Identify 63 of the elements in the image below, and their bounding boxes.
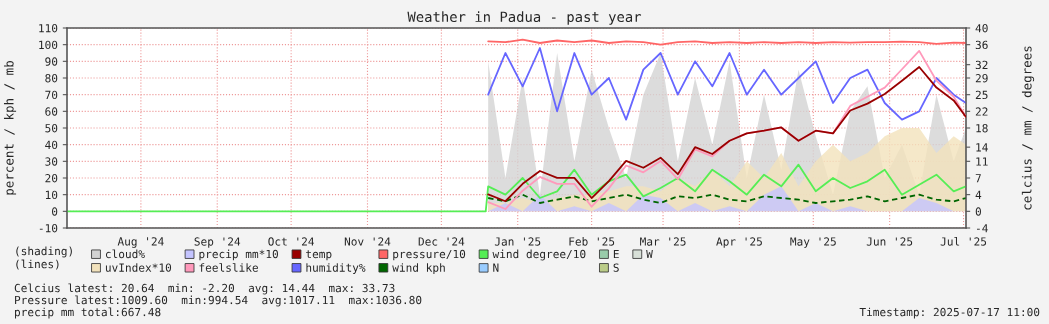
x-tick-label: Jan '25 [494, 237, 541, 246]
y2-tick-label: 18 [976, 124, 988, 133]
x-tick-label: Nov '24 [344, 237, 391, 246]
legend-label: N [493, 263, 499, 272]
y2-tick-label: 36 [975, 40, 988, 50]
x-tick-label: Jul '25 [940, 237, 987, 246]
y-tick-label: 10 [45, 190, 58, 200]
legend-label: cloud% [105, 249, 145, 259]
text: (lines) [16, 259, 59, 270]
x-tick-label: Feb '25 [569, 237, 615, 246]
text: (shading) [16, 246, 72, 258]
y2-tick-label: 4 [975, 190, 982, 199]
y-axis-title: percent / kph / mb [3, 61, 17, 195]
text: Pressure latest:1009.60 min:994.54 avg:1017.11 max:1036.80 [15, 295, 422, 307]
x-tick-label: Jun '25 [866, 237, 913, 246]
y2-tick-label: 11 [976, 157, 988, 166]
legend-label: precip mm*10 [199, 249, 278, 261]
x-tick-label: Aug '24 [117, 237, 164, 248]
y-tick-label: 40 [45, 140, 58, 150]
y-tick-label: 110 [39, 24, 58, 33]
y2-tick-label: 0 [975, 207, 981, 216]
legend-label: humidity% [306, 263, 366, 274]
legend-label: pressure/10 [393, 249, 466, 261]
x-tick-label: Mar '25 [640, 237, 686, 246]
y2-tick-label: 7 [975, 174, 981, 183]
y-tick-label: 100 [39, 40, 58, 50]
legend-label: S [613, 263, 619, 272]
x-tick-label: Apr '25 [716, 237, 762, 248]
y2-tick-label: 29 [975, 74, 988, 83]
line-series [487, 193, 966, 204]
x-tick-label: May '25 [790, 237, 836, 248]
legend-label: E [613, 249, 619, 259]
legend-label: wind degree/10 [492, 249, 586, 261]
y-tick-label: 80 [45, 74, 58, 83]
y2-tick-label: 40 [975, 24, 988, 33]
y2-axis-title: celcius / mm / degrees [1021, 46, 1035, 210]
legend-label: wind kph [392, 263, 445, 274]
text: Timestamp: 2025-07-17 11:00 [859, 307, 1040, 319]
y2-tick-label: -4 [976, 224, 988, 233]
x-tick-label: Dec '24 [418, 237, 465, 246]
legend-label: feelslike [199, 263, 258, 272]
y2-tick-label: 32 [975, 60, 988, 70]
x-tick-label: Sep '24 [194, 237, 241, 248]
y2-tick-label: 22 [975, 107, 988, 116]
line-series [67, 163, 966, 213]
y-tick-label: 60 [45, 107, 58, 116]
y-tick-label: 0 [52, 207, 58, 216]
text: Celcius latest: 20.64 min: -2.20 avg: 14.44 max: 33.73 [14, 283, 395, 295]
y-tick-label: 20 [45, 174, 58, 183]
legend-label: W [646, 249, 653, 259]
x-tick-label: Oct '24 [268, 237, 315, 246]
y-tick-label: 50 [45, 124, 58, 133]
y2-tick-label: 25 [975, 90, 988, 100]
chart-title: Weather in Padua - past year [407, 11, 642, 25]
y-tick-label: 30 [45, 157, 58, 166]
y-tick-label: 90 [45, 57, 58, 66]
legend-label: uvIndex*10 [105, 263, 172, 272]
line-series [487, 47, 966, 121]
y-tick-label: 70 [45, 90, 58, 100]
text: precip mm total:667.48 [15, 307, 161, 319]
legend-label: temp [306, 250, 332, 261]
y-tick-label: -10 [39, 224, 58, 233]
y2-tick-label: 14 [976, 143, 988, 152]
